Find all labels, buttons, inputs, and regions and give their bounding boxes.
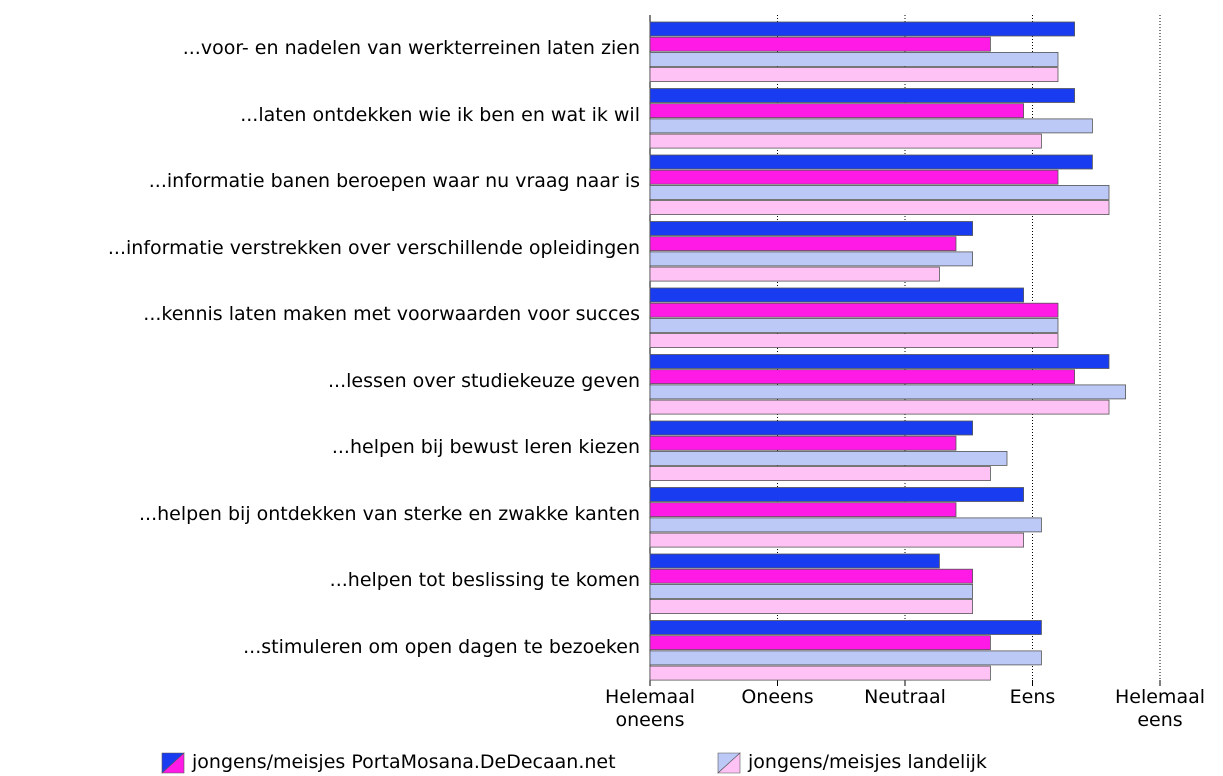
bar	[649, 420, 973, 436]
legend-swatch	[161, 752, 185, 774]
bar	[649, 266, 940, 282]
bar	[649, 317, 1059, 333]
category-label: ...informatie banen beroepen waar nu vra…	[148, 170, 640, 193]
bar	[649, 184, 1110, 200]
bar	[649, 502, 957, 518]
bar	[649, 88, 1075, 103]
bar	[649, 287, 1024, 303]
bar	[649, 200, 1110, 216]
bar	[649, 103, 1024, 119]
bar	[649, 584, 973, 599]
bar	[649, 553, 940, 569]
category-label: ...lessen over studiekeuze geven	[328, 369, 640, 392]
bar	[649, 599, 973, 614]
category-label: ...voor- en nadelen van werkterreinen la…	[182, 37, 640, 60]
x-tick-label: Neutraal	[864, 686, 946, 708]
bar	[649, 67, 1059, 82]
bar	[649, 435, 957, 451]
category-label: ...laten ontdekken wie ik ben en wat ik …	[240, 103, 640, 126]
bar	[649, 665, 991, 681]
category-label: ...stimuleren om open dagen te bezoeken	[243, 635, 640, 658]
x-tick-label: Helemaal eens	[1114, 686, 1206, 731]
category-label: ...kennis laten maken met voorwaarden vo…	[143, 303, 640, 326]
bar	[649, 399, 1110, 415]
bar	[649, 133, 1042, 149]
bar	[649, 221, 973, 236]
legend-label: jongens/meisjes landelijk	[748, 751, 987, 773]
bar	[649, 466, 991, 482]
x-tick-label: Oneens	[741, 686, 814, 708]
bar	[649, 354, 1110, 369]
bar	[649, 169, 1059, 185]
bar	[649, 21, 1075, 37]
category-label: ...helpen bij bewust leren kiezen	[331, 436, 640, 459]
bar	[649, 236, 957, 252]
category-label: ...helpen tot beslissing te komen	[329, 569, 640, 592]
legend-swatch	[717, 752, 741, 774]
bar	[649, 487, 1024, 502]
x-tick-label: Helemaal oneens	[604, 686, 696, 731]
bar	[649, 568, 973, 584]
bar	[649, 36, 991, 52]
bar	[649, 650, 1042, 666]
category-label: ...helpen bij ontdekken van sterke en zw…	[139, 502, 640, 525]
bar	[649, 635, 991, 651]
x-tick-label: Eens	[1009, 686, 1056, 708]
bar	[649, 251, 973, 267]
bar	[649, 333, 1059, 349]
bar	[649, 620, 1042, 635]
legend-label: jongens/meisjes PortaMosana.DeDecaan.net	[192, 751, 616, 773]
bar	[649, 384, 1126, 400]
bar	[649, 302, 1059, 318]
category-label: ...informatie verstrekken over verschill…	[107, 236, 640, 259]
bar	[649, 532, 1024, 548]
bar	[649, 450, 1008, 466]
bar	[649, 369, 1075, 385]
bar	[649, 52, 1059, 67]
bar	[649, 154, 1093, 170]
bar	[649, 118, 1093, 134]
bar	[649, 517, 1042, 533]
